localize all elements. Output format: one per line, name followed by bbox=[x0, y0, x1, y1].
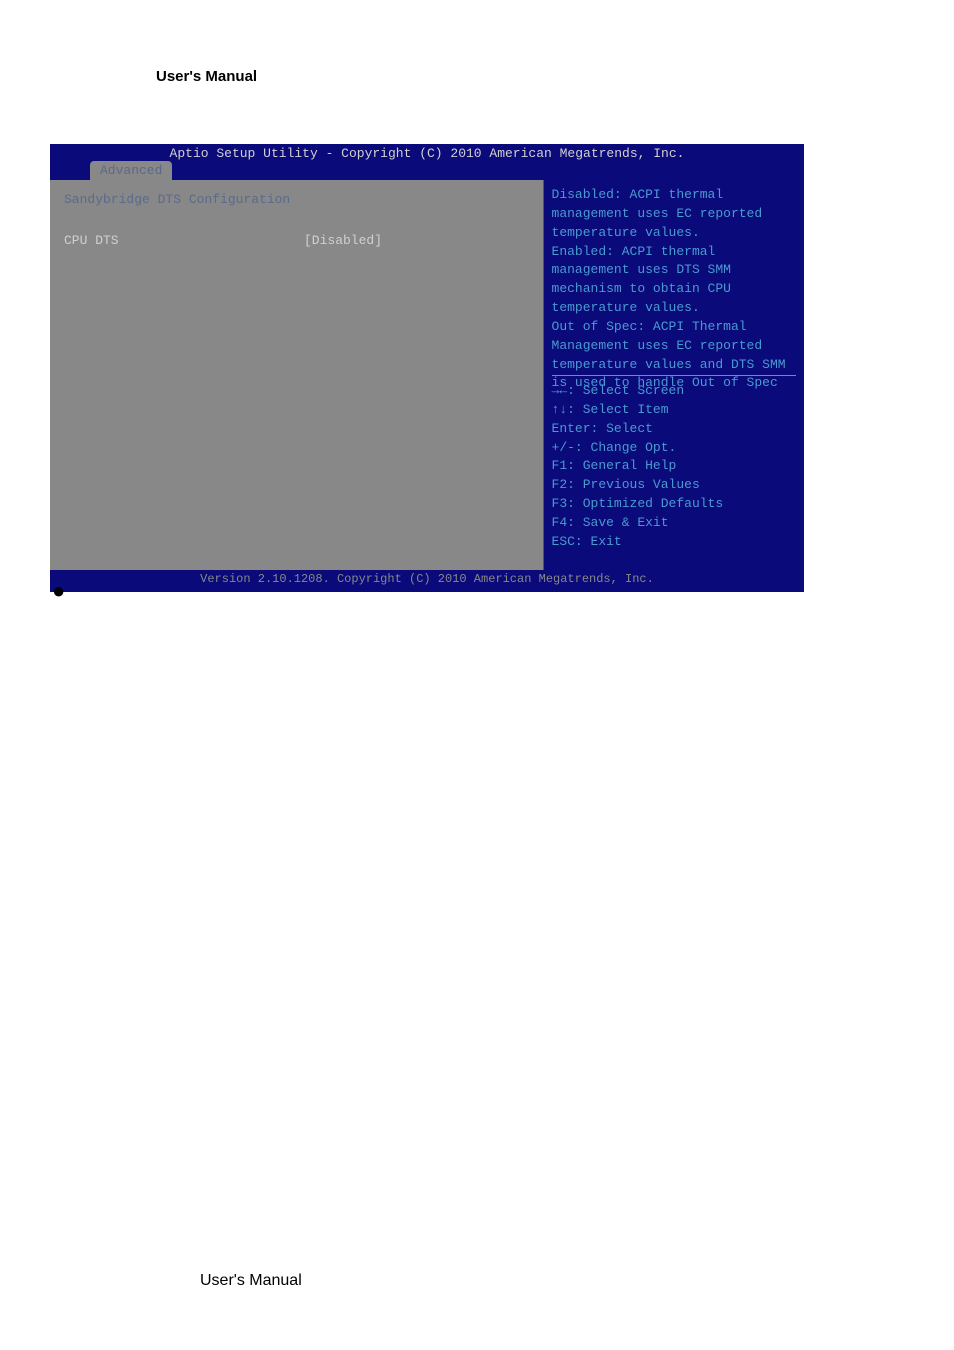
bios-help-text: Disabled: ACPI thermal management uses E… bbox=[552, 186, 796, 393]
bios-right-panel: Disabled: ACPI thermal management uses E… bbox=[544, 180, 804, 570]
bios-setting-row[interactable]: CPU DTS [Disabled] bbox=[64, 231, 529, 252]
key-line: ESC: Exit bbox=[552, 533, 796, 552]
help-line: temperature values. bbox=[552, 299, 796, 318]
bios-footer-bar: Version 2.10.1208. Copyright (C) 2010 Am… bbox=[50, 570, 804, 592]
bios-key-legend: →←: Select Screen ↑↓: Select Item Enter:… bbox=[552, 375, 796, 552]
page-footer: User's Manual bbox=[200, 1272, 302, 1290]
bios-setting-label: CPU DTS bbox=[64, 231, 304, 252]
help-line: mechanism to obtain CPU bbox=[552, 280, 796, 299]
help-line: Out of Spec: ACPI Thermal bbox=[552, 318, 796, 337]
key-line: F2: Previous Values bbox=[552, 476, 796, 495]
bios-left-panel: Sandybridge DTS Configuration CPU DTS [D… bbox=[50, 180, 544, 570]
help-line: Enabled: ACPI thermal bbox=[552, 243, 796, 262]
bullet-point: ● bbox=[52, 578, 65, 604]
bios-tab-advanced[interactable]: Advanced bbox=[90, 161, 172, 180]
bios-section-title: Sandybridge DTS Configuration bbox=[64, 190, 529, 211]
bios-screenshot: Aptio Setup Utility - Copyright (C) 2010… bbox=[50, 144, 804, 592]
key-line: F4: Save & Exit bbox=[552, 514, 796, 533]
help-line: temperature values. bbox=[552, 224, 796, 243]
bios-body: Sandybridge DTS Configuration CPU DTS [D… bbox=[50, 180, 804, 570]
page-header: User's Manual bbox=[156, 68, 257, 85]
key-line: F1: General Help bbox=[552, 457, 796, 476]
key-line: F3: Optimized Defaults bbox=[552, 495, 796, 514]
help-line: management uses EC reported bbox=[552, 205, 796, 224]
help-line: Management uses EC reported bbox=[552, 337, 796, 356]
bios-title-bar: Aptio Setup Utility - Copyright (C) 2010… bbox=[50, 144, 804, 161]
help-line: management uses DTS SMM bbox=[552, 261, 796, 280]
bios-tab-row: Advanced bbox=[50, 161, 804, 180]
help-line: temperature values and DTS SMM bbox=[552, 356, 796, 375]
bios-setting-value: [Disabled] bbox=[304, 231, 382, 252]
key-line: ↑↓: Select Item bbox=[552, 401, 796, 420]
key-line: +/-: Change Opt. bbox=[552, 439, 796, 458]
key-line: Enter: Select bbox=[552, 420, 796, 439]
help-line: Disabled: ACPI thermal bbox=[552, 186, 796, 205]
key-line: →←: Select Screen bbox=[552, 382, 796, 401]
